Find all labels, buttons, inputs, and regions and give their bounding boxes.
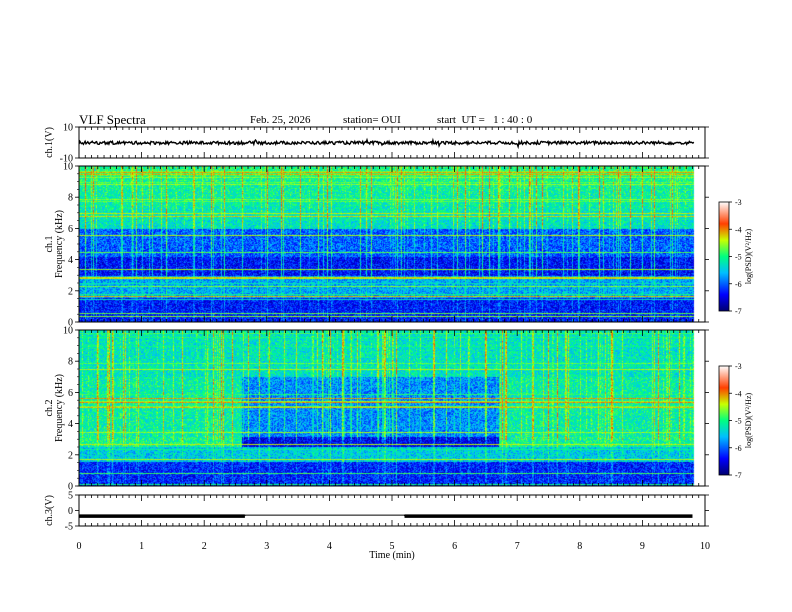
colorbar-tick-label: -4: [735, 389, 742, 398]
y-tick-label: 0: [68, 482, 73, 493]
x-tick-label: 7: [515, 541, 520, 552]
colorbar-tick-label: -3: [735, 362, 742, 371]
ch1-waveform-trace: [79, 137, 695, 150]
y-tick-label: 4: [68, 419, 73, 430]
y-tick-label: 8: [68, 357, 73, 368]
x-tick-label: 9: [640, 541, 645, 552]
y-tick-label: 6: [68, 224, 73, 235]
y-tick-label: 0: [68, 506, 73, 517]
start-time-label: start UT = 1 : 40 : 0: [437, 114, 533, 126]
colorbar-tick-label: -7: [735, 471, 742, 480]
station-label: station= OUI: [343, 114, 401, 126]
x-tick-label: 8: [577, 541, 582, 552]
y-tick-label: 10: [63, 123, 73, 134]
panel-ylabel-frequency: Frequency (kHz): [54, 210, 65, 278]
colorbar-tick-label: -3: [735, 198, 742, 207]
panel-ylabel: ch.1: [44, 236, 55, 253]
y-tick-label: -5: [65, 522, 73, 533]
y-tick-label: 6: [68, 388, 73, 399]
panel-ylabel-frequency: Frequency (kHz): [54, 374, 65, 442]
figure-title: VLF Spectra: [79, 112, 146, 127]
y-tick-label: 10: [63, 162, 73, 173]
colorbar-label: log(PSD)(V²/Hz): [744, 229, 753, 285]
colorbar-tick-label: -5: [735, 253, 742, 262]
colorbar: [718, 201, 730, 312]
x-tick-label: 5: [390, 541, 395, 552]
ch2-spectrogram-image: [79, 330, 705, 486]
colorbar-tick-label: -6: [735, 444, 742, 453]
colorbar: [718, 365, 730, 476]
x-tick-label: 2: [202, 541, 207, 552]
colorbar-label: log(PSD)(V²/Hz): [744, 393, 753, 449]
y-tick-label: 10: [63, 326, 73, 337]
y-tick-label: 5: [68, 491, 73, 502]
y-tick-label: 8: [68, 193, 73, 204]
panel-ylabel: ch.3(V): [44, 495, 55, 526]
y-tick-label: 2: [68, 286, 73, 297]
colorbar-tick-label: -6: [735, 280, 742, 289]
y-tick-label: 4: [68, 255, 73, 266]
y-tick-label: 0: [68, 318, 73, 329]
panel-ylabel: ch.1(V): [44, 127, 55, 158]
colorbar-tick-label: -4: [735, 225, 742, 234]
ch1-spectrogram-image: [79, 166, 705, 322]
y-tick-label: 2: [68, 450, 73, 461]
y-tick-label: -10: [60, 154, 73, 165]
colorbar-tick-label: -5: [735, 417, 742, 426]
colorbar-tick-label: -7: [735, 307, 742, 316]
x-tick-label: 10: [700, 541, 710, 552]
x-axis-label: Time (min): [369, 550, 414, 561]
date-label: Feb. 25, 2026: [250, 114, 311, 126]
x-tick-label: 1: [139, 541, 144, 552]
x-tick-label: 0: [77, 541, 82, 552]
x-tick-label: 4: [327, 541, 332, 552]
x-tick-label: 6: [452, 541, 457, 552]
x-tick-label: 3: [264, 541, 269, 552]
panel-ylabel: ch.2: [44, 400, 55, 417]
